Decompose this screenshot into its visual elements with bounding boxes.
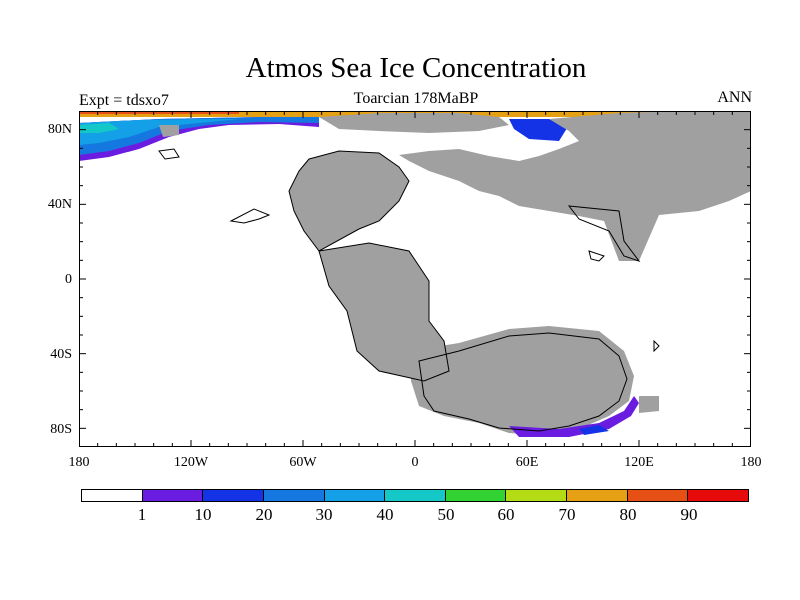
- colorbar-label-1: 1: [137, 505, 147, 524]
- lon-label-120w: 120W: [173, 455, 209, 470]
- colorbar-swatch-8: [567, 490, 628, 501]
- colorbar-swatch-5: [385, 490, 446, 501]
- season-label: ANN: [717, 89, 752, 106]
- lon-label-120e: 120E: [624, 455, 654, 470]
- lat-label-40n: 40N: [47, 197, 72, 212]
- lat-label-80n: 80N: [47, 122, 72, 137]
- colorbar-swatch-7: [506, 490, 568, 501]
- colorbar-label-60: 60: [497, 505, 515, 524]
- colorbar-swatch-4: [324, 490, 386, 501]
- colorbar-swatch-3: [263, 490, 325, 501]
- land-masses: [159, 111, 751, 436]
- colorbar-swatch-1: [142, 490, 204, 501]
- colorbar-label-30: 30: [315, 505, 333, 524]
- colorbar: [81, 489, 749, 502]
- lon-label-180w: 180: [68, 455, 90, 470]
- colorbar-swatch-10: [688, 490, 749, 501]
- sea-ice-map: [79, 111, 751, 447]
- lon-label-60e: 60E: [515, 455, 539, 470]
- coastline-outlines: [158, 148, 660, 432]
- lat-label-80s: 80S: [50, 422, 72, 437]
- colorbar-label-10: 10: [194, 505, 212, 524]
- colorbar-swatch-6: [445, 490, 507, 501]
- colorbar-swatch-2: [203, 490, 264, 501]
- lat-label-40s: 40S: [50, 347, 72, 362]
- lat-label-0: 0: [65, 272, 72, 287]
- lon-label-60w: 60W: [289, 455, 317, 470]
- map-subtitle: Toarcian 178MaBP: [353, 90, 479, 107]
- map-title: Atmos Sea Ice Concentration: [245, 52, 587, 84]
- colorbar-label-90: 90: [680, 505, 698, 524]
- colorbar-label-70: 70: [558, 505, 576, 524]
- colorbar-swatch-9: [627, 490, 689, 501]
- colorbar-label-20: 20: [255, 505, 273, 524]
- colorbar-swatch-0: [82, 490, 143, 501]
- lon-label-180e: 180: [740, 455, 762, 470]
- sea-ice-antarctic: [509, 396, 639, 437]
- colorbar-label-40: 40: [376, 505, 394, 524]
- colorbar-label-50: 50: [437, 505, 455, 524]
- colorbar-label-80: 80: [619, 505, 637, 524]
- lon-label-0: 0: [411, 455, 419, 470]
- experiment-label: Expt = tdsxo7: [79, 92, 169, 109]
- axis-ticks: [79, 111, 751, 447]
